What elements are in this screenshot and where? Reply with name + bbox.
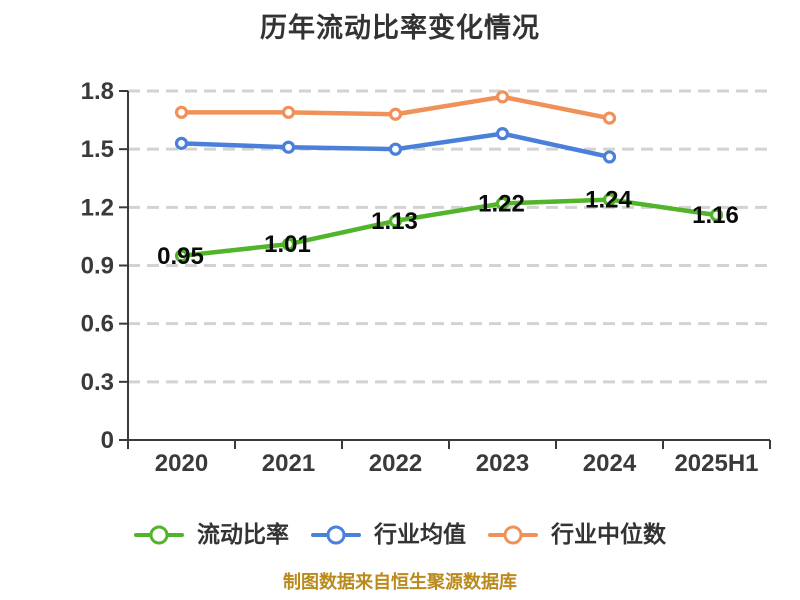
data-point-marker: [174, 249, 189, 263]
x-tick-label: 2021: [262, 450, 315, 477]
data-point-marker: [602, 150, 617, 164]
data-point-marker: [709, 208, 724, 222]
data-point-marker: [388, 142, 403, 156]
y-tick-label: 1.8: [81, 78, 114, 105]
x-tick-label: 2023: [476, 450, 529, 477]
chart-title: 历年流动比率变化情况: [260, 13, 540, 43]
y-tick-label: 0: [101, 427, 114, 454]
data-point-marker: [174, 136, 189, 150]
value-label: 1.13: [371, 208, 418, 235]
legend-item-2: 行业中位数: [488, 521, 666, 547]
data-point-marker: [281, 237, 296, 251]
legend-item-0: 流动比率: [134, 521, 289, 547]
data-point-marker: [602, 111, 617, 125]
data-point-marker: [281, 105, 296, 119]
data-point-marker: [281, 140, 296, 154]
data-point-marker: [495, 196, 510, 211]
series-line-0: [179, 197, 719, 259]
legend-marker-icon: [311, 525, 361, 545]
value-label: 0.95: [157, 243, 204, 270]
y-tick-label: 0.6: [81, 311, 114, 338]
x-tick-label: 2025H1: [674, 450, 758, 477]
value-label: 1.16: [692, 202, 739, 229]
legend-label: 流动比率: [197, 521, 289, 547]
data-point-marker: [495, 127, 510, 141]
data-point-marker: [602, 192, 617, 207]
chart-caption: 制图数据来自恒生聚源数据库: [283, 572, 517, 592]
data-point-marker: [388, 107, 403, 121]
data-point-marker: [495, 90, 510, 104]
legend-label: 行业中位数: [551, 521, 666, 547]
value-label: 1.22: [478, 190, 525, 217]
data-point-marker: [388, 214, 403, 228]
x-tick-label: 2022: [369, 450, 422, 477]
y-tick-label: 1.2: [81, 194, 114, 221]
value-label: 1.01: [264, 231, 311, 258]
x-tick-label: 2024: [583, 450, 637, 477]
legend-label: 行业均值: [374, 521, 466, 547]
x-tick-label: 2020: [155, 450, 208, 477]
value-label: 1.24: [585, 187, 632, 214]
y-tick-label: 0.3: [81, 369, 114, 396]
legend: 流动比率 行业均值 行业中位数: [0, 521, 800, 547]
legend-marker-icon: [488, 525, 538, 545]
legend-marker-icon: [134, 525, 184, 545]
legend-item-1: 行业均值: [311, 521, 466, 547]
data-point-marker: [174, 105, 189, 119]
y-tick-label: 1.5: [81, 136, 114, 163]
y-tick-label: 0.9: [81, 253, 114, 280]
